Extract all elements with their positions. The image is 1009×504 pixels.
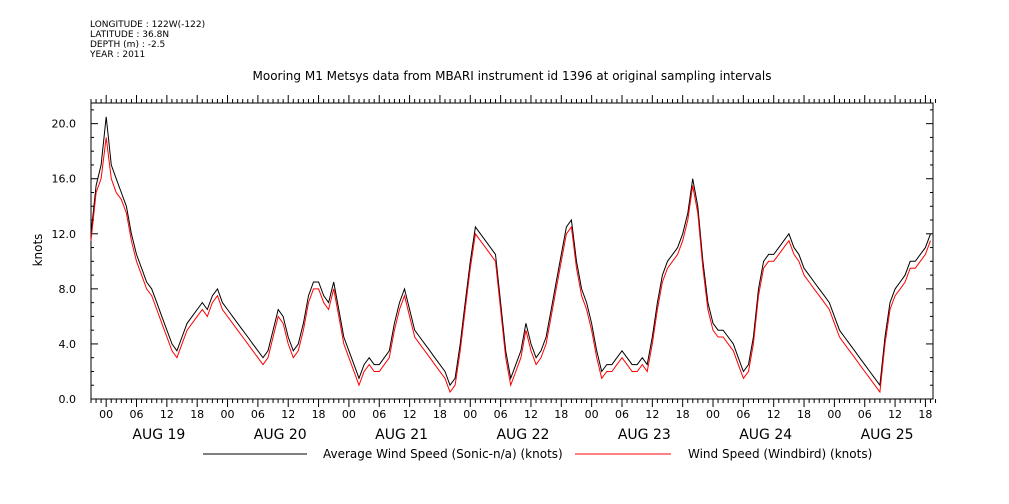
- x-hour-label: 18: [797, 408, 811, 421]
- axis-ticks: [90, 95, 937, 407]
- y-tick-labels: 0.0 4.0 8.0 12.0 16.0 20.0: [52, 118, 77, 406]
- x-hour-label: 12: [645, 408, 659, 421]
- x-hour-label: 18: [554, 408, 568, 421]
- chart-title: Mooring M1 Metsys data from MBARI instru…: [253, 69, 772, 83]
- year-label: YEAR : 2011: [90, 50, 146, 60]
- x-hour-label: 12: [281, 408, 295, 421]
- y-tick-label: 16.0: [52, 173, 77, 186]
- x-hour-label: 00: [99, 408, 113, 421]
- x-day-label: AUG 22: [496, 427, 549, 443]
- legend-label-sonic: Average Wind Speed (Sonic-n/a) (knots): [323, 447, 563, 461]
- x-hour-label: 06: [736, 408, 750, 421]
- series-lines: [90, 116, 931, 394]
- x-hour-label: 12: [888, 408, 902, 421]
- legend-label-windbird: Wind Speed (Windbird) (knots): [688, 447, 872, 461]
- x-hour-label: 06: [251, 408, 265, 421]
- x-hour-label: 06: [615, 408, 629, 421]
- x-hour-label: 06: [130, 408, 144, 421]
- x-day-label: AUG 21: [375, 427, 428, 443]
- depth-label: DEPTH (m) : -2.5: [90, 40, 166, 50]
- x-hour-label: 18: [918, 408, 932, 421]
- x-hour-label: 18: [433, 408, 447, 421]
- x-tick-labels: 00 06 12 18 AUG 19 00 06 12 18 AUG 20 00 06 12 18 AUG …: [99, 408, 932, 443]
- x-day-label: AUG 25: [861, 427, 914, 443]
- x-hour-label: 00: [706, 408, 720, 421]
- x-day-label: AUG 24: [739, 427, 792, 443]
- longitude-label: LONGITUDE : 122W(-122): [90, 20, 206, 30]
- x-hour-label: 12: [160, 408, 174, 421]
- x-day-label: AUG 23: [618, 427, 671, 443]
- metadata-block: LONGITUDE : 122W(-122) LATITUDE : 36.8N …: [90, 20, 205, 60]
- x-hour-label: 06: [372, 408, 386, 421]
- y-tick-label: 20.0: [52, 118, 77, 131]
- x-day-label: AUG 19: [132, 427, 185, 443]
- x-hour-label: 00: [221, 408, 235, 421]
- x-hour-label: 00: [585, 408, 599, 421]
- x-hour-label: 06: [494, 408, 508, 421]
- y-tick-label: 12.0: [52, 228, 77, 241]
- y-tick-label: 0.0: [59, 393, 77, 406]
- x-day-label: AUG 20: [254, 427, 307, 443]
- x-hour-label: 18: [312, 408, 326, 421]
- y-tick-label: 4.0: [59, 338, 77, 351]
- x-hour-label: 12: [767, 408, 781, 421]
- x-hour-label: 00: [463, 408, 477, 421]
- y-axis-label: knots: [31, 234, 45, 267]
- y-tick-label: 8.0: [59, 283, 77, 296]
- x-hour-label: 00: [827, 408, 841, 421]
- x-hour-label: 12: [524, 408, 538, 421]
- x-hour-label: 00: [342, 408, 356, 421]
- legend: Average Wind Speed (Sonic-n/a) (knots) W…: [203, 447, 872, 461]
- x-hour-label: 06: [858, 408, 872, 421]
- series-line-sonic: [90, 116, 931, 387]
- latitude-label: LATITUDE : 36.8N: [90, 30, 170, 40]
- plot-frame: [90, 102, 934, 400]
- x-hour-label: 12: [403, 408, 417, 421]
- x-hour-label: 18: [190, 408, 204, 421]
- x-hour-label: 18: [676, 408, 690, 421]
- series-line-windbird: [90, 137, 931, 394]
